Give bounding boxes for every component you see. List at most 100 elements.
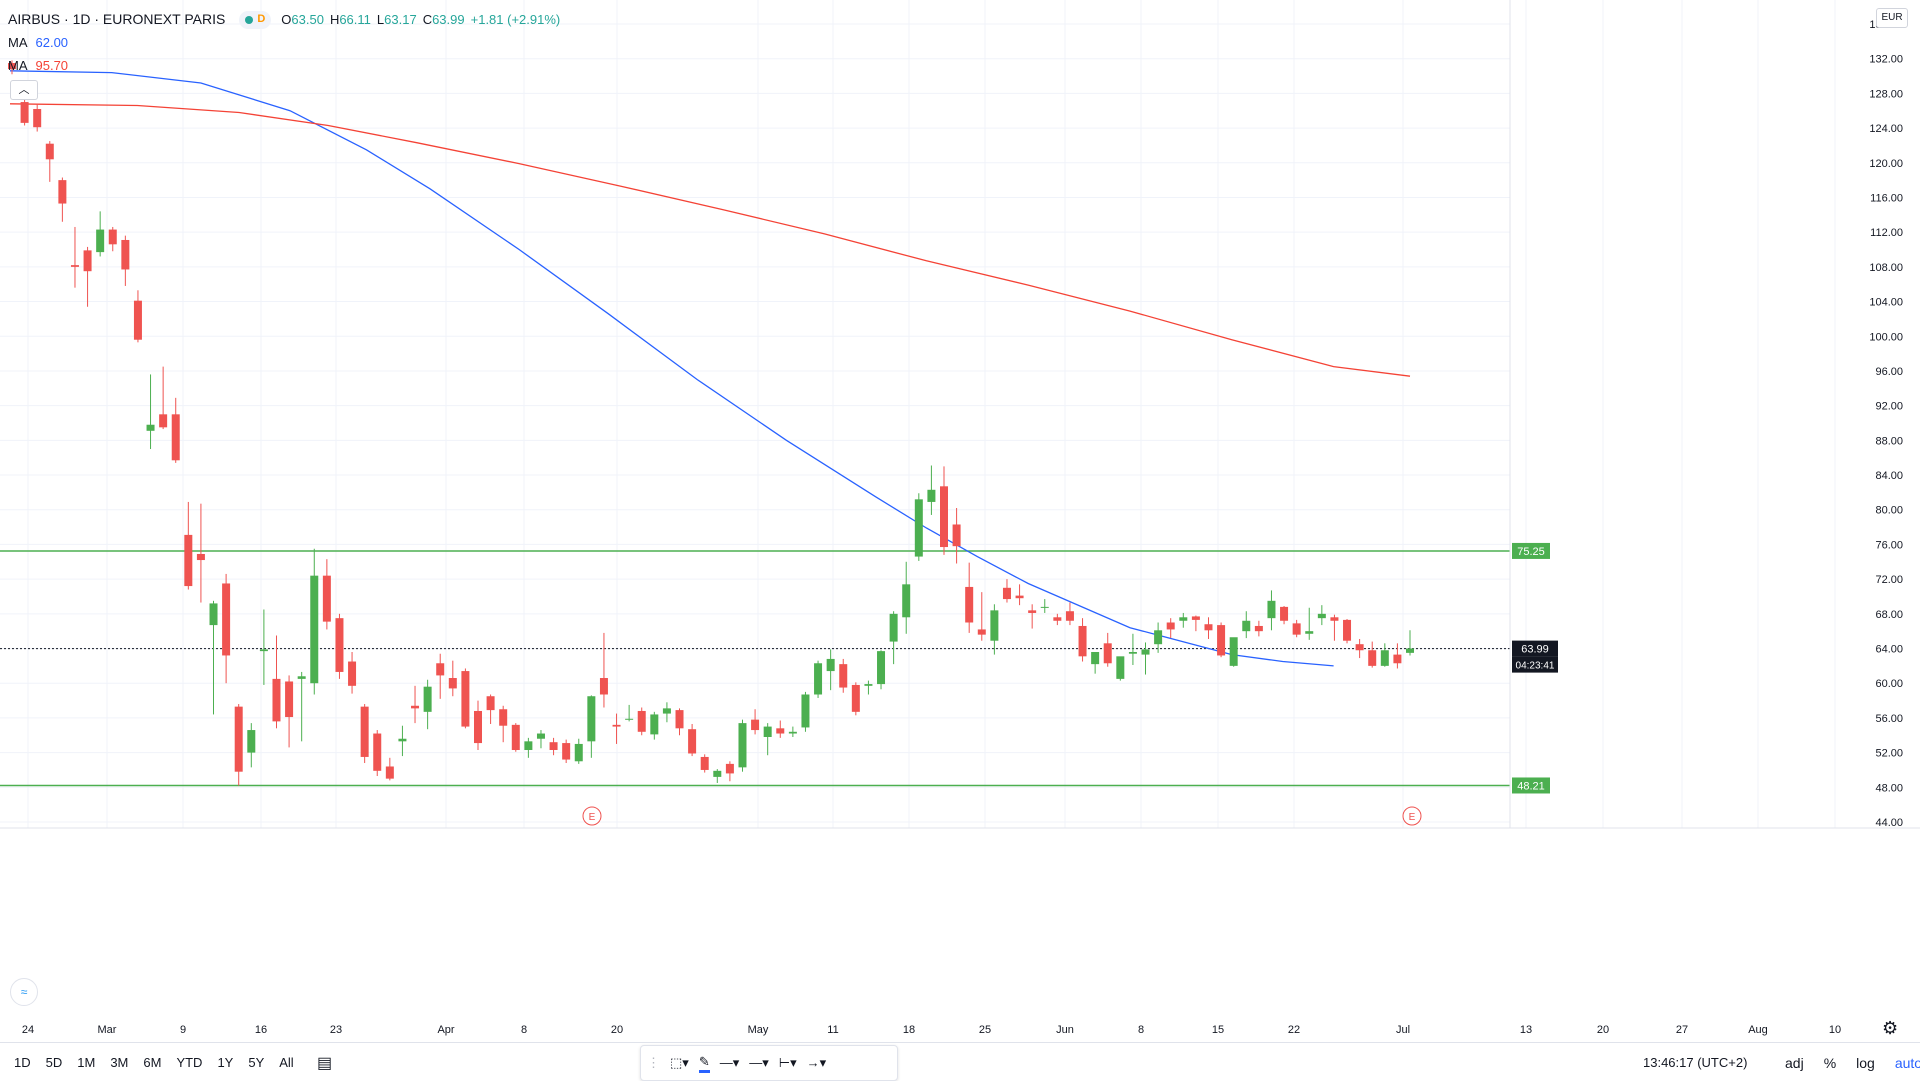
candle xyxy=(1065,602,1074,626)
candle-body xyxy=(474,710,482,744)
candle-body xyxy=(1380,650,1389,666)
log-toggle[interactable]: log xyxy=(1856,1055,1875,1071)
drag-handle-icon[interactable]: ⋮ xyxy=(647,1055,660,1070)
ma2-label: MA xyxy=(8,58,28,73)
candle xyxy=(411,685,420,724)
earnings-event-label: E xyxy=(1409,812,1416,823)
range-3m[interactable]: 3M xyxy=(110,1055,129,1070)
candle-body xyxy=(335,618,344,672)
candle-body xyxy=(1128,651,1137,654)
candle-body xyxy=(96,229,105,253)
candle-body xyxy=(146,424,155,431)
line-end-icon[interactable]: →▾ xyxy=(806,1055,827,1070)
candle xyxy=(1128,633,1137,666)
candle xyxy=(662,702,671,723)
candle xyxy=(121,235,130,286)
ma1-label: MA xyxy=(8,35,28,50)
candle xyxy=(247,723,256,768)
candle xyxy=(1292,619,1301,638)
candle xyxy=(70,226,79,288)
candle-body xyxy=(700,756,709,770)
candle-body xyxy=(297,676,306,679)
candle xyxy=(259,609,268,685)
candle-body xyxy=(1078,625,1087,657)
market-open-icon xyxy=(245,15,254,24)
price-tick-label: 104.00 xyxy=(1869,297,1903,309)
candle xyxy=(1141,642,1150,675)
candle xyxy=(536,730,545,749)
candle-body xyxy=(1204,624,1213,631)
collapse-legend-button[interactable]: ︿ xyxy=(10,80,38,100)
candle-body xyxy=(814,663,823,695)
candle xyxy=(738,719,747,772)
candle xyxy=(1368,641,1377,668)
candle-body xyxy=(209,603,218,626)
candle-body xyxy=(1002,587,1011,600)
range-1d[interactable]: 1D xyxy=(14,1055,31,1070)
gear-icon[interactable]: ⚙ xyxy=(1882,1018,1899,1038)
ma2-value: 95.70 xyxy=(35,58,69,73)
candle-body xyxy=(70,265,79,267)
currency-label[interactable]: EUR xyxy=(1876,8,1908,28)
candle-body xyxy=(322,575,331,622)
range-ytd[interactable]: YTD xyxy=(176,1055,203,1070)
candle xyxy=(700,754,709,773)
candle xyxy=(977,592,986,641)
calendar-goto-icon[interactable]: ▤ xyxy=(317,1055,333,1072)
candle-body xyxy=(461,671,470,727)
ma1-legend[interactable]: MA 62.00 xyxy=(8,31,566,54)
candle-body xyxy=(511,724,520,751)
candle-body xyxy=(1116,656,1125,679)
range-6m[interactable]: 6M xyxy=(143,1055,162,1070)
market-status-badge[interactable]: D xyxy=(239,10,272,29)
candle xyxy=(1028,604,1037,629)
range-5y[interactable]: 5Y xyxy=(248,1055,265,1070)
candle-body xyxy=(222,583,231,656)
adj-toggle[interactable]: adj xyxy=(1785,1055,1804,1071)
selection-icon[interactable]: ⬚▾ xyxy=(670,1055,689,1070)
time-tick-label: 8 xyxy=(521,1024,527,1036)
last-price-tag xyxy=(1512,640,1558,657)
candle-body xyxy=(1091,651,1100,665)
candle xyxy=(1393,643,1402,669)
candle-body xyxy=(184,534,193,587)
candle xyxy=(209,600,218,715)
candle-body xyxy=(159,414,168,428)
line-style-icon[interactable]: —▾ xyxy=(719,1055,740,1070)
price-tick-label: 60.00 xyxy=(1875,678,1903,690)
range-5d[interactable]: 5D xyxy=(45,1055,63,1070)
candle-body xyxy=(599,678,608,695)
candle xyxy=(196,503,205,603)
chart-grid xyxy=(0,0,1836,828)
range-all[interactable]: All xyxy=(279,1055,294,1070)
auto-toggle[interactable]: auto xyxy=(1894,1055,1920,1071)
candle-body xyxy=(1393,654,1402,664)
candle xyxy=(637,707,646,736)
time-tick-label: 25 xyxy=(979,1024,991,1036)
candle xyxy=(877,650,886,690)
percent-toggle[interactable]: % xyxy=(1823,1055,1837,1071)
clock[interactable]: 13:46:17 (UTC+2) xyxy=(1643,1055,1748,1070)
time-tick-label: 10 xyxy=(1829,1024,1841,1036)
time-tick-label: Jun xyxy=(1056,1024,1074,1036)
range-1y[interactable]: 1Y xyxy=(217,1055,234,1070)
candle xyxy=(688,723,697,757)
candle-body xyxy=(549,742,558,751)
line-start-icon[interactable]: ⊢▾ xyxy=(778,1055,797,1070)
time-tick-label: 20 xyxy=(611,1024,623,1036)
candle-body xyxy=(927,489,936,502)
ma2-legend[interactable]: MA 95.70 xyxy=(8,54,566,77)
price-tick-label: 120.00 xyxy=(1869,158,1903,170)
candle-body xyxy=(625,718,634,720)
candle xyxy=(1191,615,1200,632)
line-width-icon[interactable]: —▾ xyxy=(749,1055,769,1070)
candle-body xyxy=(877,651,886,685)
candle xyxy=(1280,606,1289,625)
pen-icon[interactable]: ✎ xyxy=(698,1054,710,1073)
candle xyxy=(763,723,772,756)
range-1m[interactable]: 1M xyxy=(77,1055,96,1070)
candle-body xyxy=(1317,613,1326,619)
price-chart[interactable]: 75.25 48.21 63.99 04:23:41 44.00 48.00 52.00 5… xyxy=(0,0,1920,1042)
tradingview-logo-icon[interactable]: ≈ xyxy=(10,978,38,1006)
level-price-tag xyxy=(1512,777,1550,794)
